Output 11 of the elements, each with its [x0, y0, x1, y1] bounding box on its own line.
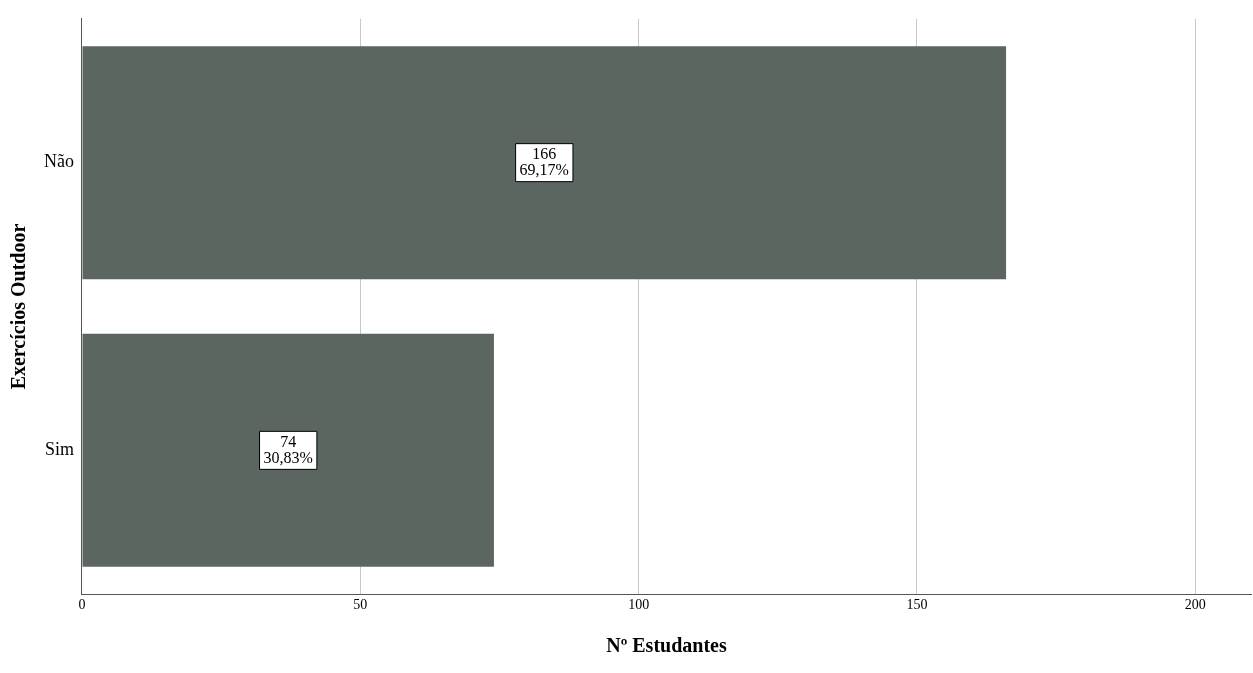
x-tick-label: 50 [353, 597, 368, 613]
y-axis-title: Exercícios Outdoor [7, 223, 30, 390]
y-tick-label: Sim [44, 439, 74, 460]
x-axis-title: Nº Estudantes [606, 634, 727, 657]
x-tick-label: 100 [628, 597, 650, 613]
x-tick-label: 150 [906, 597, 928, 613]
data-label: 166 69,17% [519, 144, 569, 178]
x-tick-label: 200 [1184, 597, 1206, 613]
y-tick-label: Não [43, 151, 74, 172]
x-tick-label: 0 [78, 597, 86, 613]
data-label: 74 30,83% [263, 432, 313, 466]
